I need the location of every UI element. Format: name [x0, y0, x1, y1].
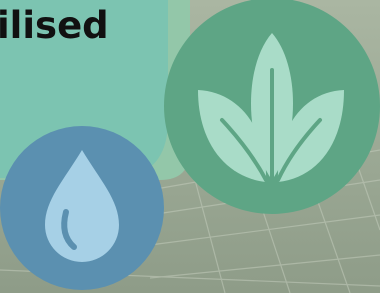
- page: ilised (() => { const data = JSON.parse(…: [0, 0, 380, 293]
- headline: ilised: [0, 4, 109, 47]
- illustration: ilised: [0, 0, 380, 293]
